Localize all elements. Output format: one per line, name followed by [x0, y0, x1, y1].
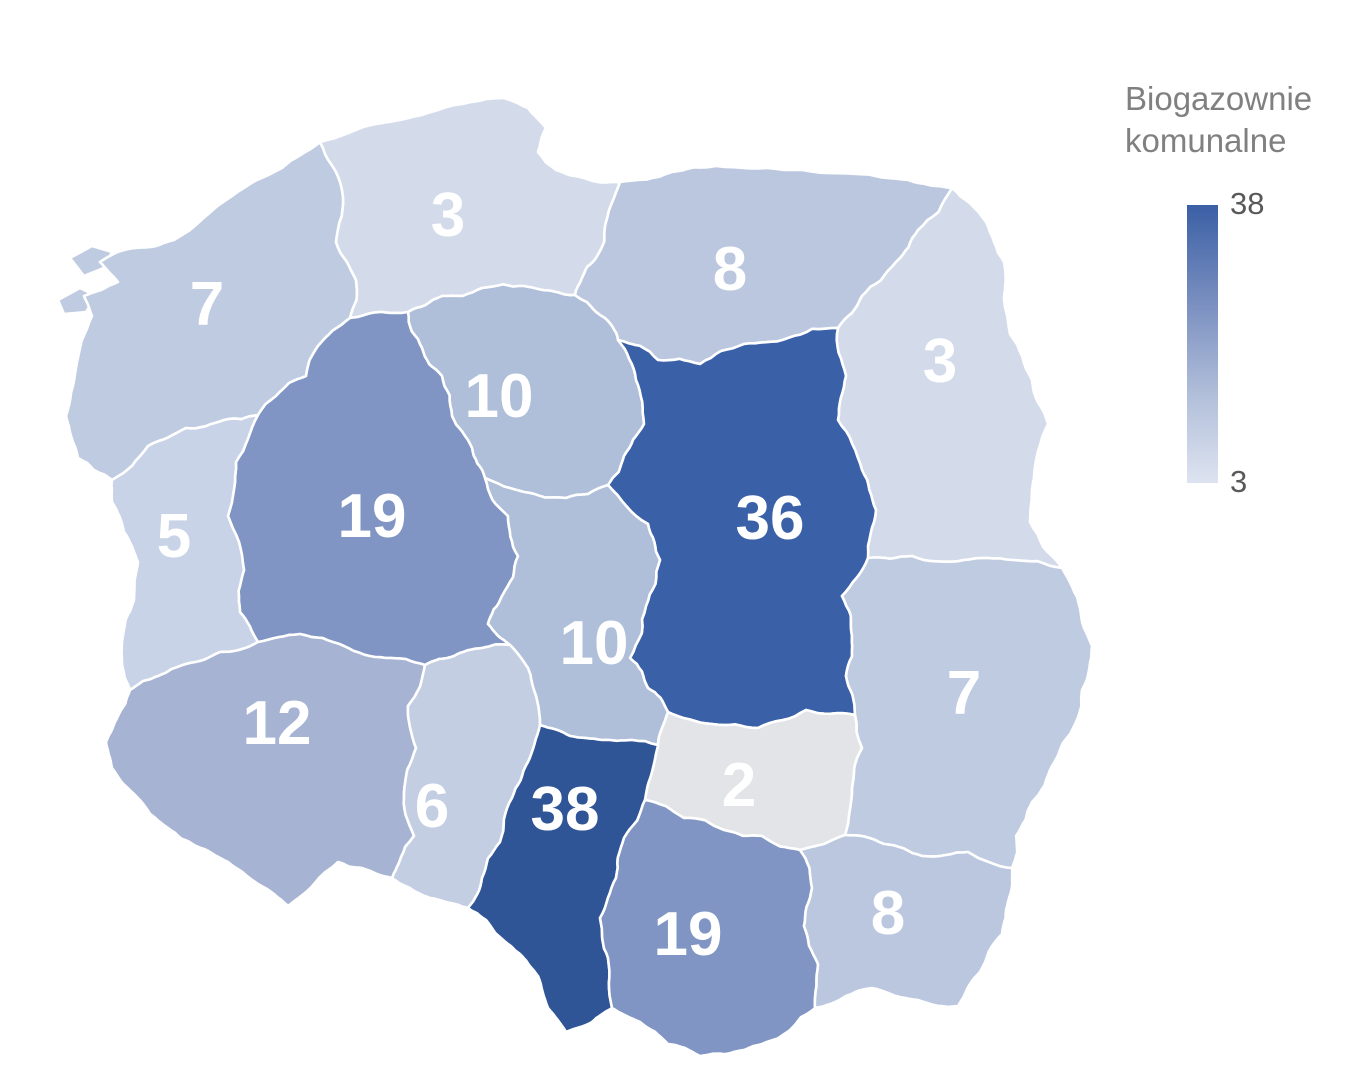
region-opolskie[interactable]	[390, 643, 542, 910]
region-malopolskie[interactable]	[598, 798, 820, 1058]
legend-title: Biogazownie komunalne	[1125, 78, 1355, 162]
region-value-label-podkarpackie: 8	[871, 879, 905, 948]
region-value-label-lodzkie: 10	[560, 609, 629, 678]
legend-title-line2: komunalne	[1125, 122, 1287, 159]
region-value-label-lubelskie: 7	[947, 659, 981, 728]
legend-min-label: 3	[1230, 464, 1248, 499]
region-value-label-mazowieckie: 36	[736, 484, 805, 553]
legend: Biogazownie komunalne 38 3	[1110, 0, 1368, 520]
region-value-label-malopolskie: 19	[654, 900, 723, 969]
region-value-label-dolnoslaskie: 12	[243, 689, 312, 758]
region-value-label-kujawsko-pomorskie: 10	[465, 362, 534, 431]
region-value-label-lubuskie: 5	[157, 502, 191, 571]
region-value-label-pomorskie: 3	[431, 181, 465, 250]
region-value-label-zachodniopomorskie: 7	[190, 270, 224, 339]
legend-title-line1: Biogazownie	[1125, 80, 1313, 117]
region-value-label-opolskie: 6	[415, 772, 449, 841]
legend-gradient-bar	[1187, 205, 1218, 483]
region-value-label-swietokrzyskie: 2	[722, 751, 756, 820]
region-value-label-warminsko-mazurskie: 8	[713, 235, 747, 304]
region-slaskie[interactable]	[466, 723, 660, 1034]
region-value-label-podlaskie: 3	[923, 327, 957, 396]
region-value-label-wielkopolskie: 19	[338, 482, 407, 551]
region-pomorskie[interactable]	[318, 96, 622, 320]
region-value-label-slaskie: 38	[531, 775, 600, 844]
region-podkarpackie[interactable]	[798, 833, 1014, 1010]
legend-max-label: 38	[1230, 186, 1265, 221]
